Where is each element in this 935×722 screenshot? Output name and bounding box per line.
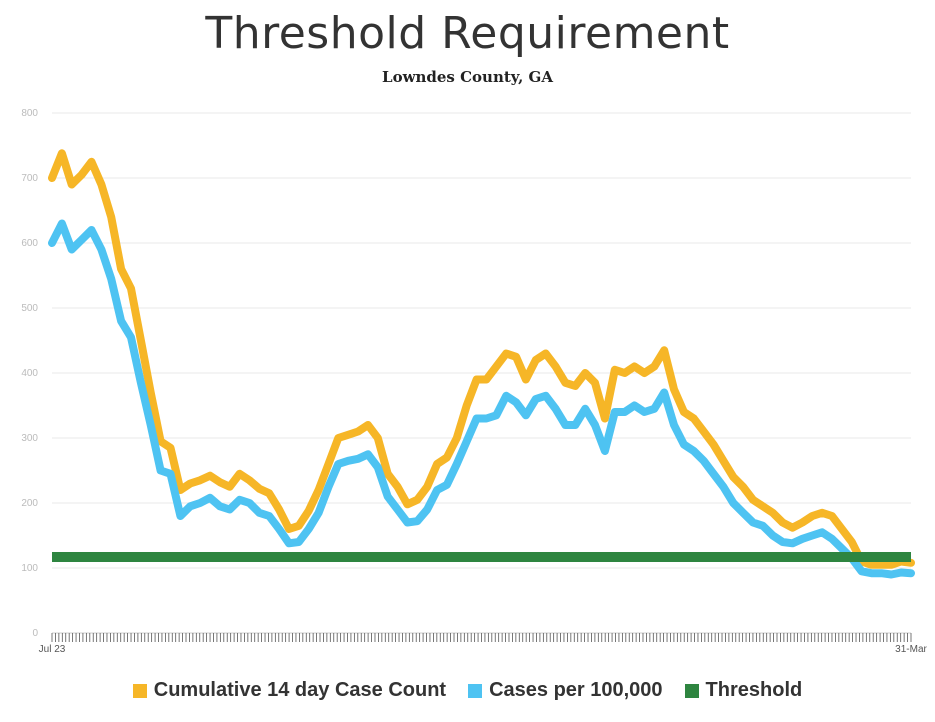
y-tick-label: 700: [21, 173, 38, 184]
y-tick-label: 800: [21, 108, 38, 119]
y-tick-label: 400: [21, 368, 38, 379]
chart-subtitle: Lowndes County, GA: [382, 68, 553, 86]
legend-label-threshold: Threshold: [705, 679, 803, 701]
y-tick-label: 100: [21, 563, 38, 574]
series-line-0: [48, 149, 915, 569]
x-tick-label-end: 31-Mar: [895, 644, 927, 655]
y-axis-ticks: 0 100 200 300 400 500 600 700 800: [21, 108, 38, 639]
legend-swatch-cases-per-100k: [468, 683, 483, 698]
legend-swatch-case-count: [132, 683, 147, 698]
legend-item-cases-per-100k[interactable]: Cases per 100,000: [468, 679, 663, 702]
series-line-1: [48, 219, 915, 579]
legend-item-case-count[interactable]: Cumulative 14 day Case Count: [132, 679, 447, 702]
x-axis-ticks: [51, 633, 912, 642]
legend-swatch-threshold: [684, 683, 699, 698]
y-tick-label: 0: [32, 628, 38, 639]
series-lines: [48, 149, 915, 579]
legend-item-threshold[interactable]: Threshold: [684, 679, 803, 702]
y-tick-label: 300: [21, 433, 38, 444]
y-tick-label: 500: [21, 303, 38, 314]
chart-title: Threshold Requirement: [205, 8, 730, 59]
legend-label-cases-per-100k: Cases per 100,000: [489, 679, 663, 701]
y-tick-label: 200: [21, 498, 38, 509]
legend: Cumulative 14 day Case Count Cases per 1…: [0, 679, 935, 702]
x-tick-label-start: Jul 23: [39, 644, 66, 655]
legend-label-case-count: Cumulative 14 day Case Count: [153, 679, 447, 701]
y-tick-label: 600: [21, 238, 38, 249]
